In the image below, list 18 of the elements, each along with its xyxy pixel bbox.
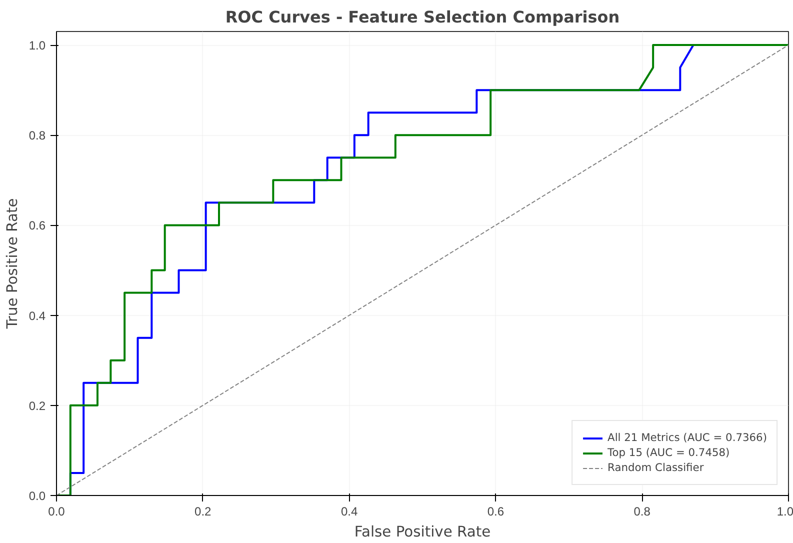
y-tick-label: 0.0: [28, 489, 46, 503]
x-tick-label: 0.4: [340, 504, 358, 518]
x-tick-label: 0.2: [194, 504, 212, 518]
chart-title: ROC Curves - Feature Selection Comparison: [225, 8, 620, 26]
y-tick-label: 0.4: [28, 308, 46, 323]
legend-label: All 21 Metrics (AUC = 0.7366): [608, 431, 767, 444]
y-tick-label: 0.2: [28, 398, 46, 413]
y-tick-label: 0.8: [28, 128, 46, 143]
legend-label: Top 15 (AUC = 0.7458): [608, 446, 730, 459]
x-tick-label: 1.0: [776, 504, 793, 518]
y-tick-label: 0.6: [28, 218, 46, 233]
x-tick-label: 0.0: [48, 504, 66, 518]
x-tick-label: 0.8: [634, 504, 651, 518]
y-axis-title: True Positive Rate: [4, 198, 21, 330]
y-tick-label: 1.0: [28, 38, 46, 53]
x-axis-title: False Positive Rate: [354, 524, 491, 540]
x-tick-label: 0.6: [487, 504, 504, 518]
legend-label: Random Classifier: [608, 461, 704, 474]
